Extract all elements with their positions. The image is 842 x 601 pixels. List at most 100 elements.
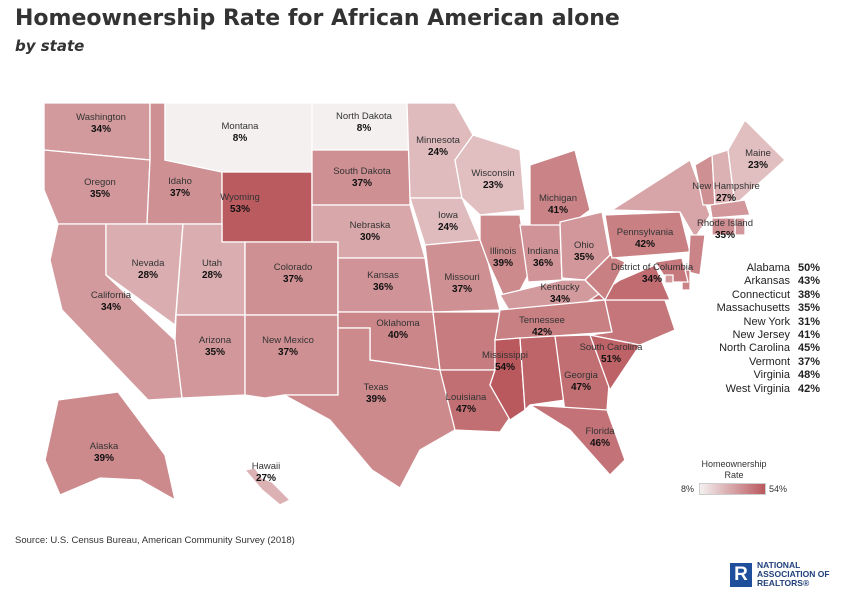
state-value-nd: 8% — [357, 123, 372, 134]
state-name-ms: Mississippi — [482, 350, 528, 361]
state-name-hi: Hawaii — [252, 461, 281, 472]
state-name-tx: Texas — [364, 382, 389, 393]
logo-line-1: NATIONAL — [757, 560, 801, 570]
nar-logo: R NATIONAL ASSOCIATION OF REALTORS® — [730, 561, 830, 588]
state-value-ia: 24% — [438, 222, 458, 233]
state-al — [519, 335, 566, 412]
small-state-value: 42% — [797, 382, 820, 395]
small-state-row: Massachusetts 35% — [690, 302, 820, 315]
state-name-or: Oregon — [84, 177, 116, 188]
state-value-sd: 37% — [352, 178, 372, 189]
state-value-tx: 39% — [366, 394, 386, 405]
small-state-row: West Virginia 42% — [690, 383, 820, 396]
state-ak — [44, 391, 176, 502]
state-name-ks: Kansas — [367, 270, 399, 281]
state-name-ky: Kentucky — [540, 282, 579, 293]
state-name-la: Louisiana — [446, 392, 487, 403]
state-name-nm: New Mexico — [262, 335, 314, 346]
state-value-ok: 40% — [388, 330, 408, 341]
small-state-value: 41% — [797, 329, 820, 342]
state-ct — [711, 217, 736, 236]
state-value-id: 37% — [170, 188, 190, 199]
state-name-in: Indiana — [527, 246, 559, 257]
state-name-oh: Ohio — [574, 240, 594, 251]
state-value-in: 36% — [533, 258, 553, 269]
small-state-name: Massachusetts — [716, 302, 790, 315]
state-name-wa: Washington — [76, 112, 126, 123]
state-value-wy: 53% — [230, 204, 250, 215]
state-name-pa: Pennsylvania — [617, 227, 674, 238]
small-state-name: Virginia — [753, 369, 791, 382]
state-value-ut: 28% — [202, 270, 222, 281]
small-state-row: Vermont 37% — [690, 356, 820, 369]
state-value-wa: 34% — [91, 124, 111, 135]
state-name-ok: Oklahoma — [376, 318, 420, 329]
small-state-row: Virginia 48% — [690, 369, 821, 382]
state-value-wi: 23% — [483, 180, 503, 191]
state-value-ga: 47% — [571, 382, 591, 393]
state-value-la: 47% — [456, 404, 476, 415]
source-note: Source: U.S. Census Bureau, American Com… — [15, 535, 295, 546]
state-value-mt: 8% — [233, 133, 248, 144]
small-state-name: Connecticut — [731, 288, 790, 301]
state-value-nm: 37% — [278, 347, 298, 358]
small-state-value: 37% — [797, 355, 820, 368]
small-state-name: Arkansas — [744, 275, 790, 288]
logo-line-3: REALTORS® — [757, 578, 810, 588]
state-value-dc: 34% — [642, 274, 662, 285]
state-tx — [283, 327, 456, 489]
state-name-az: Arizona — [199, 335, 232, 346]
state-name-ak: Alaska — [90, 441, 119, 452]
state-value-co: 37% — [283, 274, 303, 285]
small-state-name: New Jersey — [732, 329, 790, 342]
state-value-fl: 46% — [590, 438, 610, 449]
legend-color-bar — [699, 483, 766, 495]
state-md — [653, 257, 689, 283]
state-az — [174, 314, 246, 399]
state-value-ky: 34% — [550, 294, 570, 305]
state-mo — [424, 239, 501, 313]
state-value-hi: 27% — [256, 473, 276, 484]
small-states-list: Alabama 50% Arkansas 43% Connecticut 38% Massa… — [690, 262, 820, 396]
state-name-dc: District of Columbia — [611, 262, 694, 273]
state-wi — [454, 134, 526, 216]
state-value-or: 35% — [90, 189, 110, 200]
state-name-tn: Tennessee — [519, 315, 565, 326]
state-fl — [529, 404, 626, 476]
logo-line-2: ASSOCIATION OF — [757, 569, 830, 579]
small-state-value: 48% — [797, 369, 820, 382]
map-subtitle: by state — [15, 37, 85, 55]
state-value-ks: 36% — [373, 282, 393, 293]
state-name-nv: Nevada — [132, 258, 165, 269]
state-value-ak: 39% — [94, 453, 114, 464]
state-value-pa: 42% — [635, 239, 655, 250]
state-name-il: Illinois — [490, 246, 517, 257]
realtor-r-icon: R — [730, 562, 752, 587]
state-ny — [609, 159, 711, 240]
map-title: Homeownership Rate for African American … — [15, 6, 620, 31]
small-state-value: 50% — [797, 262, 820, 274]
state-name-sd: South Dakota — [333, 166, 391, 177]
state-name-mo: Missouri — [444, 272, 479, 283]
small-state-name: Vermont — [749, 355, 790, 368]
state-value-me: 23% — [748, 160, 768, 171]
logo-text: NATIONAL ASSOCIATION OF REALTORS® — [757, 561, 830, 588]
state-name-sc: South Carolina — [580, 342, 644, 353]
small-state-name: New York — [743, 315, 790, 328]
legend-min-label: 8% — [681, 484, 695, 494]
state-ar — [432, 311, 501, 371]
small-state-row: Alabama 50% — [690, 262, 820, 275]
small-state-row: Connecticut 38% — [690, 289, 820, 302]
small-state-value: 45% — [797, 342, 820, 355]
state-me — [727, 118, 786, 207]
state-value-ms: 54% — [495, 362, 515, 373]
state-wv — [584, 254, 626, 302]
state-name-ia: Iowa — [438, 210, 459, 221]
state-name-wi: Wisconsin — [471, 168, 514, 179]
state-value-az: 35% — [205, 347, 225, 358]
small-state-value: 35% — [797, 302, 820, 315]
state-name-mn: Minnesota — [416, 135, 461, 146]
small-state-name: North Carolina — [719, 342, 790, 355]
small-state-row: Arkansas 43% — [690, 275, 820, 288]
